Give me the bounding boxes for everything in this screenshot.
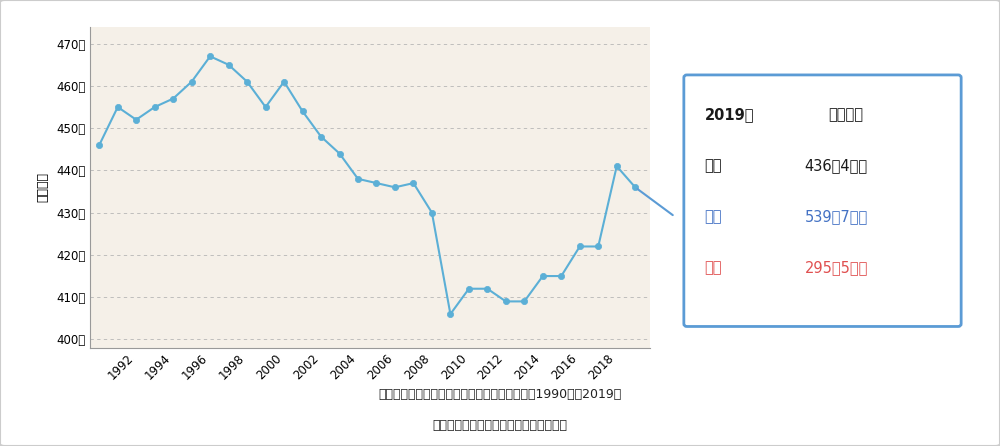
Text: 女性: 女性 — [704, 260, 722, 275]
Text: 436．4万円: 436．4万円 — [805, 158, 868, 173]
Text: 295．5万円: 295．5万円 — [805, 260, 868, 275]
Y-axis label: 平均年収: 平均年収 — [37, 172, 50, 202]
FancyBboxPatch shape — [684, 75, 961, 326]
Text: 平均給与: 平均給与 — [828, 107, 863, 123]
Text: （出典）日本の数字「民間給与実態統計調査」1990年～2019年: （出典）日本の数字「民間給与実態統計調査」1990年～2019年 — [378, 388, 622, 401]
Text: 2019年: 2019年 — [704, 107, 754, 123]
Text: 男性: 男性 — [704, 209, 722, 224]
Text: 資料：国税庁「民間給与実態統計調査」: 資料：国税庁「民間給与実態統計調査」 — [432, 419, 568, 433]
Text: 539．7万円: 539．7万円 — [805, 209, 868, 224]
Text: 平均: 平均 — [704, 158, 722, 173]
